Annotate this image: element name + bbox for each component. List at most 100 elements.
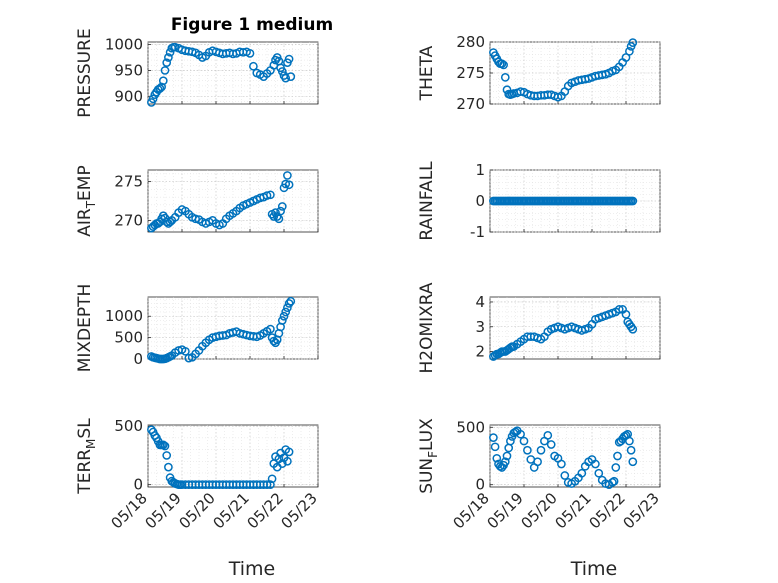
data-point: [516, 429, 525, 439]
y-tick-label: 950: [114, 61, 143, 79]
y-tick-label: 0: [475, 192, 485, 210]
data-point: [625, 436, 634, 446]
y-axis-label: MIXDEPTH: [75, 284, 95, 373]
data-point: [594, 468, 604, 478]
data-point: [162, 451, 172, 460]
data-point: [267, 474, 277, 484]
y-tick-label: -1: [470, 223, 485, 241]
x-tick-label: 05/23: [620, 489, 663, 532]
x-tick-label: 05/18: [108, 489, 151, 532]
data-point: [281, 179, 291, 189]
data-point: [266, 480, 275, 490]
data-point: [245, 49, 255, 58]
data-point: [489, 433, 498, 442]
data-point: [511, 427, 520, 437]
panel-mixdepth: 0 500 1000 MIXDEPTH: [75, 284, 319, 373]
y-tick-label: 1: [475, 161, 485, 179]
chart-title: Figure 1 medium: [171, 15, 333, 35]
y-tick-label: 275: [456, 64, 485, 82]
data-point: [281, 73, 291, 83]
data-point: [158, 440, 168, 450]
y-tick-label: 270: [456, 95, 485, 113]
data-point: [158, 76, 168, 86]
panel-terr-msl: 0 500 TERRMSL 05/1805/1905/2005/2105/2205/2…: [75, 417, 321, 532]
y-tick-label: 275: [114, 173, 143, 191]
y-tick-label: 1000: [105, 307, 143, 325]
panel-air-temp: 270 275 AIRTEMP: [75, 165, 319, 237]
data-point: [500, 457, 510, 467]
data-point: [283, 303, 292, 313]
data-point: [277, 202, 287, 211]
y-axis-label: AIRTEMP: [75, 165, 98, 236]
data-point: [277, 316, 287, 325]
data-point: [628, 196, 638, 206]
data-point: [262, 480, 272, 490]
y-tick-label: 0: [475, 476, 485, 494]
y-tick-label: 4: [475, 293, 485, 311]
y-tick-label: 280: [456, 33, 485, 51]
data-point: [276, 206, 285, 216]
data-point: [546, 440, 556, 449]
data-point: [497, 59, 507, 69]
y-tick-label: 0: [133, 476, 143, 494]
data-point: [191, 214, 200, 224]
panel-pressure: 900 950 1000 PRESSURE: [75, 28, 319, 118]
data-point: [626, 445, 636, 455]
y-tick-label: 500: [114, 329, 143, 347]
y-tick-label: 270: [114, 211, 143, 229]
y-tick-label: 1000: [105, 36, 143, 54]
data-point: [500, 72, 510, 82]
data-point: [155, 84, 165, 93]
x-tick-label: 05/21: [210, 489, 253, 532]
data-point: [165, 217, 175, 227]
data-point: [611, 463, 621, 472]
data-point: [533, 457, 542, 467]
panel-rainfall: -1 0 1 RAINFALL: [417, 161, 661, 241]
x-tick-label: 05/20: [176, 489, 219, 532]
data-point: [628, 38, 638, 47]
data-point: [628, 324, 638, 334]
data-point: [286, 72, 296, 81]
x-tick-label: 05/18: [450, 489, 493, 532]
data-point: [164, 53, 173, 62]
y-tick-label: 500: [114, 417, 143, 435]
x-tick-label: 05/19: [142, 489, 185, 532]
data-point: [284, 54, 294, 64]
data-point: [628, 457, 638, 467]
data-point: [492, 453, 502, 463]
y-tick-label: 500: [456, 418, 485, 436]
data-point: [284, 447, 294, 457]
data-point: [502, 451, 512, 461]
data-point: [543, 430, 553, 440]
data-point: [148, 94, 158, 104]
data-point: [519, 436, 529, 446]
data-point: [160, 66, 170, 75]
data-point: [577, 468, 587, 478]
data-point: [281, 307, 291, 317]
y-tick-label: 2: [475, 343, 485, 361]
x-tick-label: 05/21: [552, 489, 595, 532]
data-point: [266, 324, 275, 334]
data-point: [490, 442, 500, 452]
data-point: [262, 191, 272, 200]
data-point: [283, 171, 292, 180]
data-point: [162, 217, 172, 227]
y-axis-label: TERRMSL: [75, 418, 98, 495]
data-point: [609, 476, 619, 486]
panel-h2omixra: 2 3 4 H2OMIXRA: [417, 282, 661, 374]
data-point: [560, 471, 570, 480]
data-point: [625, 46, 634, 56]
data-point: [608, 478, 617, 487]
data-point: [181, 346, 190, 356]
y-axis-label: PRESSURE: [75, 28, 95, 117]
data-point: [536, 445, 546, 455]
y-tick-label: 0: [133, 350, 143, 368]
data-point: [277, 459, 287, 468]
data-point: [162, 58, 172, 68]
x-tick-label: 05/23: [278, 489, 321, 532]
x-axis-label-left: Time: [228, 558, 276, 580]
data-point: [506, 436, 515, 446]
y-axis-label: SUNFLUX: [417, 418, 440, 494]
